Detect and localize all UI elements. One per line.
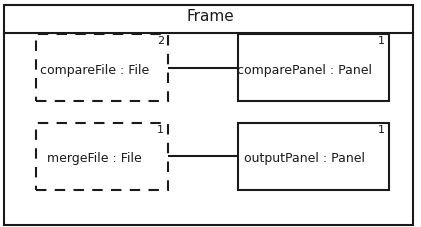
Text: compareFile : File: compareFile : File: [40, 64, 149, 77]
Bar: [238, 123, 389, 190]
Text: mergeFile : File: mergeFile : File: [47, 152, 141, 165]
Text: 1: 1: [378, 125, 385, 135]
Text: 1: 1: [378, 36, 385, 46]
Bar: [238, 34, 389, 101]
Text: Frame: Frame: [187, 9, 234, 24]
Text: 1: 1: [157, 125, 164, 135]
Bar: [36, 123, 168, 190]
Text: outputPanel : Panel: outputPanel : Panel: [244, 152, 365, 165]
Text: comparePanel : Panel: comparePanel : Panel: [237, 64, 372, 77]
Bar: [36, 34, 168, 101]
Text: 2: 2: [157, 36, 164, 46]
